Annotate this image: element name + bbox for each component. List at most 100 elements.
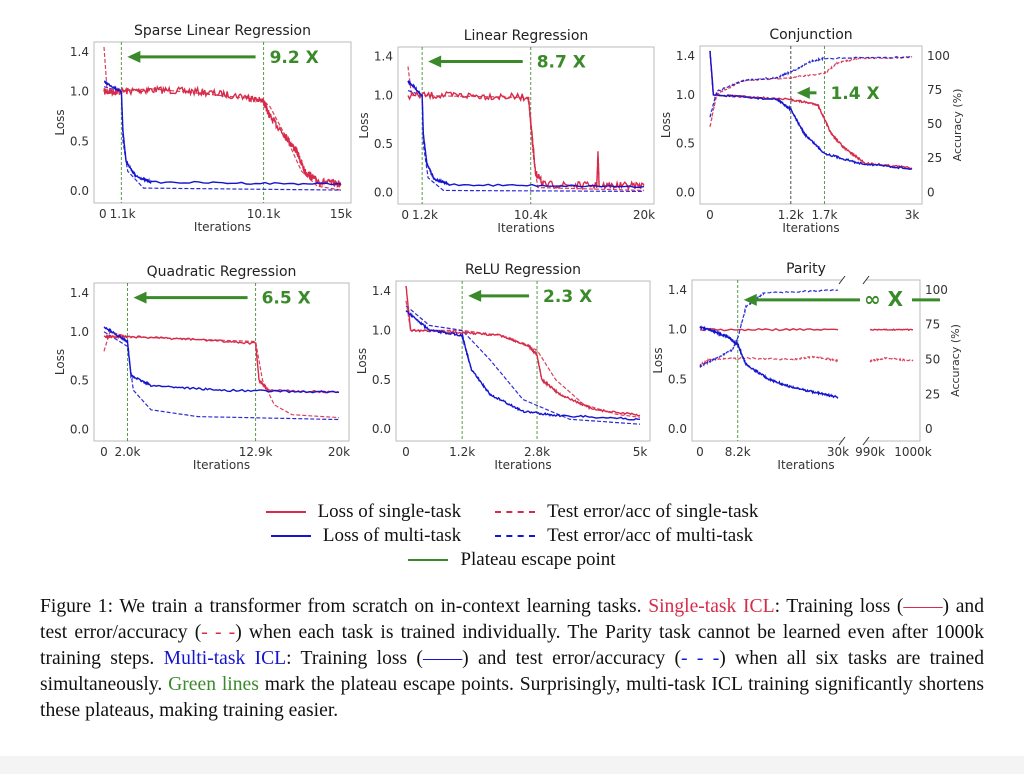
chart-title: Parity — [786, 261, 826, 277]
legend-single-test: Test error/acc of single-task — [495, 501, 758, 523]
plot-frame — [93, 282, 350, 442]
axis-break-mark — [838, 436, 846, 446]
chart-conjunction: Conjunction 0.0 0.5 1.0 1.4 0 1.2k 1.7k 3k 0 25 50 7… — [659, 27, 964, 235]
chart-linear-regression: Linear Regression 0.0 0.5 1.0 1.4 0 1.2k 10.4k 2… — [357, 28, 655, 235]
y-tick-label: 0.0 — [668, 422, 687, 436]
y2-tick-label: 100 — [925, 283, 948, 297]
arrow-head-icon — [796, 86, 810, 99]
x-tick-label: 30k — [827, 445, 849, 459]
y-axis-label: Loss — [651, 347, 665, 373]
x-tick-label: 12.9k — [239, 445, 273, 459]
multi-task-loss-line — [103, 80, 342, 186]
y-tick-label: 1.0 — [374, 88, 393, 102]
speedup-label: 1.4 X — [830, 84, 879, 104]
caption-solid-red-symbol: —— — [903, 596, 943, 617]
plot-frame — [397, 46, 655, 205]
dashed-red-swatch — [495, 511, 536, 513]
single-task-test-error-line — [103, 46, 342, 191]
single-task-test-accuracy-line — [699, 355, 839, 368]
y2-tick-label: 50 — [927, 117, 942, 131]
x-tick-label: 8.2k — [725, 445, 751, 459]
x-tick-label: 2.8k — [524, 445, 550, 459]
legend-label: Test error/acc of multi-task — [547, 525, 754, 546]
x-axis-label: Iterations — [782, 221, 839, 235]
caption-text: ) when each task is trained individually… — [40, 622, 984, 669]
legend: Loss of single-task Test error/acc of si… — [0, 500, 1024, 572]
y-tick-label: 0.5 — [668, 372, 687, 386]
y-axis-label: Loss — [659, 112, 673, 138]
y-tick-label: 1.4 — [70, 286, 89, 300]
x-tick-label: 5k — [633, 445, 648, 459]
chart-title: Linear Regression — [464, 28, 589, 44]
axis-break-mark — [862, 275, 870, 285]
y2-tick-label: 0 — [925, 422, 933, 436]
plot-frame — [395, 280, 651, 442]
y-tick-label: 1.4 — [372, 284, 391, 298]
chart-quadratic-regression: Quadratic Regression 0.0 0.5 1.0 1.4 0 2.0k 12.… — [53, 264, 350, 472]
chart-relu-regression: ReLU Regression 0.0 0.5 1.0 1.4 0 1.2k 2.8k 5k It… — [355, 262, 651, 472]
y-axis-label: Loss — [53, 349, 67, 375]
x-tick-label: 1000k — [894, 445, 932, 459]
figure-caption: Figure 1: We train a transformer from sc… — [40, 594, 984, 724]
axis-break-mark — [838, 275, 846, 285]
multi-task-test-accuracy-line — [699, 289, 839, 369]
multi-task-test-error-line — [405, 305, 641, 425]
y2-axis-label: Accuracy (%) — [951, 89, 964, 162]
single-task-loss-line — [407, 90, 645, 192]
caption-solid-blue-symbol: —— — [422, 648, 463, 669]
legend-label: Loss of single-task — [317, 501, 462, 522]
x-tick-label: 0 — [401, 208, 409, 222]
y-tick-label: 0.0 — [676, 185, 695, 199]
y2-tick-label: 75 — [925, 318, 940, 332]
chart-sparse-linear-regression: Sparse Linear Regression 0.0 0.5 1.0 1.4 0 1.1… — [53, 23, 352, 234]
multi-task-loss-line — [407, 79, 645, 189]
speedup-label: 9.2 X — [270, 48, 319, 68]
y-tick-label: 1.0 — [372, 323, 391, 337]
caption-multi-task-icl: Multi-task ICL — [163, 648, 287, 669]
x-tick-label: 20k — [328, 445, 350, 459]
page-bottom-strip — [0, 756, 1024, 774]
y2-tick-label: 0 — [927, 185, 935, 199]
y-tick-label: 0.5 — [70, 134, 89, 148]
y-tick-label: 1.0 — [70, 325, 89, 339]
solid-blue-swatch — [270, 535, 311, 537]
axis-break-mark — [862, 436, 870, 446]
single-task-test-error-line — [103, 331, 340, 419]
multi-task-loss-line — [699, 325, 839, 399]
y2-axis-label: Accuracy (%) — [949, 324, 962, 397]
chart-title: Quadratic Regression — [147, 264, 297, 280]
solid-red-swatch — [265, 511, 306, 513]
x-tick-label: 990k — [855, 445, 885, 459]
y-tick-label: 0.0 — [70, 184, 89, 198]
caption-green-lines: Green lines — [168, 674, 259, 695]
solid-green-swatch — [408, 559, 449, 561]
y2-tick-label: 25 — [927, 151, 942, 165]
plot-frame — [691, 279, 921, 442]
single-task-loss-line — [405, 285, 641, 417]
x-axis-label: Iterations — [193, 458, 250, 472]
x-axis-label: Iterations — [494, 458, 551, 472]
chart-title: Sparse Linear Regression — [134, 23, 311, 39]
x-tick-label: 1.2k — [449, 445, 475, 459]
legend-multi-test: Test error/acc of multi-task — [495, 525, 753, 547]
x-tick-label: 0 — [706, 208, 714, 222]
legend-label: Plateau escape point — [460, 549, 616, 570]
single-task-test-accuracy-line — [869, 356, 914, 363]
speedup-label: 6.5 X — [262, 289, 311, 309]
y-tick-label: 1.0 — [70, 85, 89, 99]
multi-task-loss-line — [405, 310, 641, 421]
x-tick-label: 0 — [99, 207, 107, 221]
y-tick-label: 0.0 — [70, 422, 89, 436]
x-tick-label: 20k — [633, 208, 655, 222]
y2-tick-label: 25 — [925, 387, 940, 401]
arrow-head-icon — [133, 291, 147, 304]
x-tick-label: 0 — [696, 445, 704, 459]
caption-text: Figure 1: We train a transformer from sc… — [40, 596, 649, 617]
y-tick-label: 0.0 — [372, 422, 391, 436]
dashed-blue-swatch — [495, 535, 536, 537]
x-tick-label: 3k — [905, 208, 920, 222]
speedup-label: 2.3 X — [543, 287, 592, 307]
y2-tick-label: 50 — [925, 353, 940, 367]
y-axis-label: Loss — [355, 348, 369, 374]
